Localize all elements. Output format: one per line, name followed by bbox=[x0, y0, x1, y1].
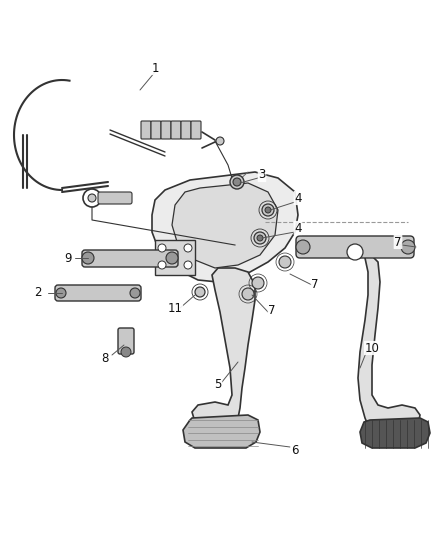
FancyBboxPatch shape bbox=[98, 192, 132, 204]
FancyBboxPatch shape bbox=[151, 121, 161, 139]
Text: 7: 7 bbox=[311, 279, 319, 292]
Text: 3: 3 bbox=[258, 168, 266, 182]
Circle shape bbox=[121, 347, 131, 357]
Circle shape bbox=[130, 288, 140, 298]
Polygon shape bbox=[152, 172, 298, 282]
Circle shape bbox=[265, 207, 271, 213]
Circle shape bbox=[254, 232, 266, 244]
FancyBboxPatch shape bbox=[171, 121, 181, 139]
Circle shape bbox=[401, 240, 415, 254]
FancyBboxPatch shape bbox=[161, 121, 171, 139]
Polygon shape bbox=[183, 415, 260, 448]
FancyBboxPatch shape bbox=[82, 250, 178, 267]
FancyBboxPatch shape bbox=[191, 121, 201, 139]
FancyBboxPatch shape bbox=[141, 121, 151, 139]
Circle shape bbox=[216, 137, 224, 145]
Circle shape bbox=[296, 240, 310, 254]
FancyBboxPatch shape bbox=[181, 121, 191, 139]
Circle shape bbox=[233, 178, 241, 186]
Circle shape bbox=[88, 194, 96, 202]
Polygon shape bbox=[345, 245, 420, 428]
Polygon shape bbox=[172, 183, 278, 268]
Polygon shape bbox=[360, 418, 430, 448]
Circle shape bbox=[262, 204, 274, 216]
Text: 11: 11 bbox=[167, 302, 183, 314]
Circle shape bbox=[83, 189, 101, 207]
Text: 5: 5 bbox=[214, 378, 222, 392]
Circle shape bbox=[184, 244, 192, 252]
Polygon shape bbox=[155, 240, 195, 275]
Text: 2: 2 bbox=[34, 287, 42, 300]
FancyBboxPatch shape bbox=[296, 236, 414, 258]
Circle shape bbox=[279, 256, 291, 268]
Circle shape bbox=[158, 261, 166, 269]
Circle shape bbox=[347, 244, 363, 260]
Circle shape bbox=[230, 175, 244, 189]
Text: 10: 10 bbox=[364, 342, 379, 354]
Circle shape bbox=[184, 261, 192, 269]
Circle shape bbox=[195, 287, 205, 297]
Text: 6: 6 bbox=[291, 443, 299, 456]
Text: 8: 8 bbox=[101, 351, 109, 365]
Circle shape bbox=[257, 235, 263, 241]
FancyBboxPatch shape bbox=[118, 328, 134, 354]
Text: 4: 4 bbox=[294, 191, 302, 205]
Text: 9: 9 bbox=[64, 252, 72, 264]
Circle shape bbox=[252, 277, 264, 289]
Text: 1: 1 bbox=[151, 61, 159, 75]
Circle shape bbox=[158, 244, 166, 252]
Polygon shape bbox=[192, 268, 255, 428]
Circle shape bbox=[56, 288, 66, 298]
Text: 4: 4 bbox=[294, 222, 302, 235]
Circle shape bbox=[82, 252, 94, 264]
FancyBboxPatch shape bbox=[55, 285, 141, 301]
Text: 7: 7 bbox=[394, 236, 402, 248]
Circle shape bbox=[242, 288, 254, 300]
Circle shape bbox=[166, 252, 178, 264]
Text: 7: 7 bbox=[268, 303, 276, 317]
